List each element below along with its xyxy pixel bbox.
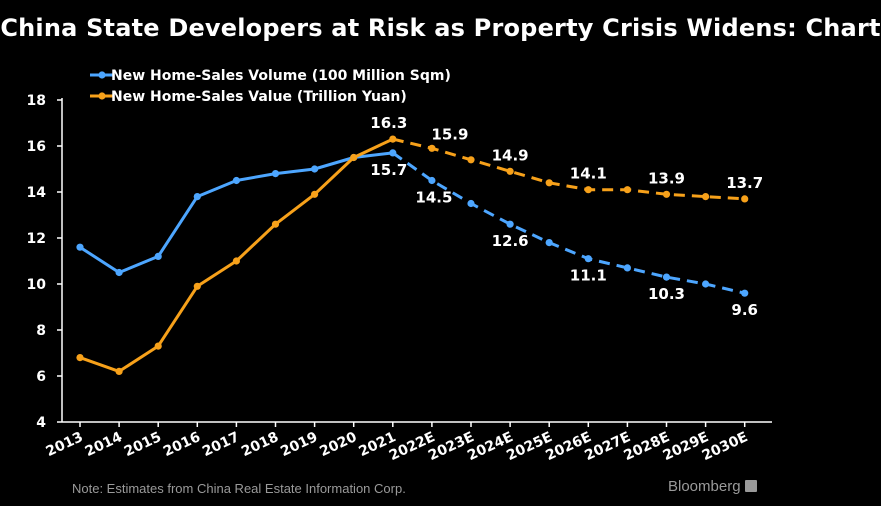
data-point <box>154 252 162 260</box>
data-point <box>702 280 710 288</box>
y-tick-label: 8 <box>36 323 46 339</box>
data-point <box>506 167 514 175</box>
x-tick-label: 2017 <box>200 429 242 460</box>
data-label: 13.7 <box>726 174 763 192</box>
data-point <box>506 220 514 228</box>
data-label: 14.5 <box>415 189 452 207</box>
data-label: 11.1 <box>570 267 607 285</box>
data-point <box>389 135 397 143</box>
data-point <box>350 153 358 162</box>
bloomberg-logo-icon <box>744 480 757 492</box>
x-tick-label: 2019 <box>278 429 320 460</box>
data-point <box>467 156 475 164</box>
series-line-actual <box>79 151 393 274</box>
data-point <box>311 190 319 198</box>
data-label: 14.1 <box>570 165 607 183</box>
source-label: Bloomberg <box>668 478 741 495</box>
data-point <box>545 179 553 187</box>
x-tick-label: 2016 <box>161 429 203 460</box>
data-label: 16.3 <box>370 114 407 132</box>
data-point <box>662 190 671 198</box>
legend-swatch-marker <box>98 92 106 100</box>
data-point <box>702 193 710 201</box>
data-point <box>232 176 240 185</box>
data-point <box>271 170 280 178</box>
data-label: 10.3 <box>648 285 685 303</box>
data-label: 13.9 <box>648 169 685 187</box>
data-point <box>115 367 123 375</box>
data-point <box>467 199 475 208</box>
x-tick-label: 2014 <box>83 429 125 460</box>
data-point <box>76 354 84 362</box>
data-label: 9.6 <box>731 301 758 319</box>
source-attribution: Bloomberg <box>668 478 757 495</box>
data-point <box>741 195 749 203</box>
x-tick-label: 2013 <box>44 429 86 460</box>
data-label: 14.9 <box>492 146 529 164</box>
x-tick-label: 2018 <box>239 429 281 460</box>
x-tick-label: 2030E <box>700 429 751 464</box>
data-point <box>193 282 201 290</box>
data-point <box>389 149 397 157</box>
data-label: 15.9 <box>431 125 468 143</box>
data-point <box>662 273 671 281</box>
data-point <box>623 186 632 194</box>
data-point <box>741 289 749 297</box>
data-point <box>584 255 592 263</box>
data-point <box>115 268 123 277</box>
data-point <box>271 220 280 228</box>
chart-note: Note: Estimates from China Real Estate I… <box>72 481 406 496</box>
data-point <box>193 193 201 201</box>
y-tick-label: 10 <box>27 277 47 293</box>
data-point <box>154 342 162 350</box>
y-tick-label: 14 <box>27 185 47 201</box>
data-label: 12.6 <box>492 232 529 250</box>
data-label: 15.7 <box>370 161 407 179</box>
data-point <box>545 239 553 247</box>
legend-label: New Home-Sales Volume (100 Million Sqm) <box>111 68 451 84</box>
data-point <box>232 257 240 265</box>
data-point <box>311 165 319 173</box>
series-line-estimate <box>391 151 746 295</box>
chart-title: China State Developers at Risk as Proper… <box>0 14 881 42</box>
legend-swatch-marker <box>98 71 106 79</box>
data-point <box>428 176 436 185</box>
y-tick-label: 4 <box>36 415 46 431</box>
data-point <box>428 144 436 152</box>
legend-label: New Home-Sales Value (Trillion Yuan) <box>111 89 407 105</box>
x-tick-label: 2020 <box>317 429 359 460</box>
y-tick-label: 16 <box>27 139 46 155</box>
y-tick-label: 6 <box>36 369 46 385</box>
series-line-estimate <box>392 137 745 201</box>
y-tick-label: 18 <box>27 93 46 109</box>
data-point <box>623 264 632 272</box>
x-tick-label: 2015 <box>122 429 164 460</box>
data-point <box>76 243 84 251</box>
y-tick-label: 12 <box>27 231 46 247</box>
data-point <box>584 186 592 194</box>
series-line-actual <box>79 137 394 373</box>
